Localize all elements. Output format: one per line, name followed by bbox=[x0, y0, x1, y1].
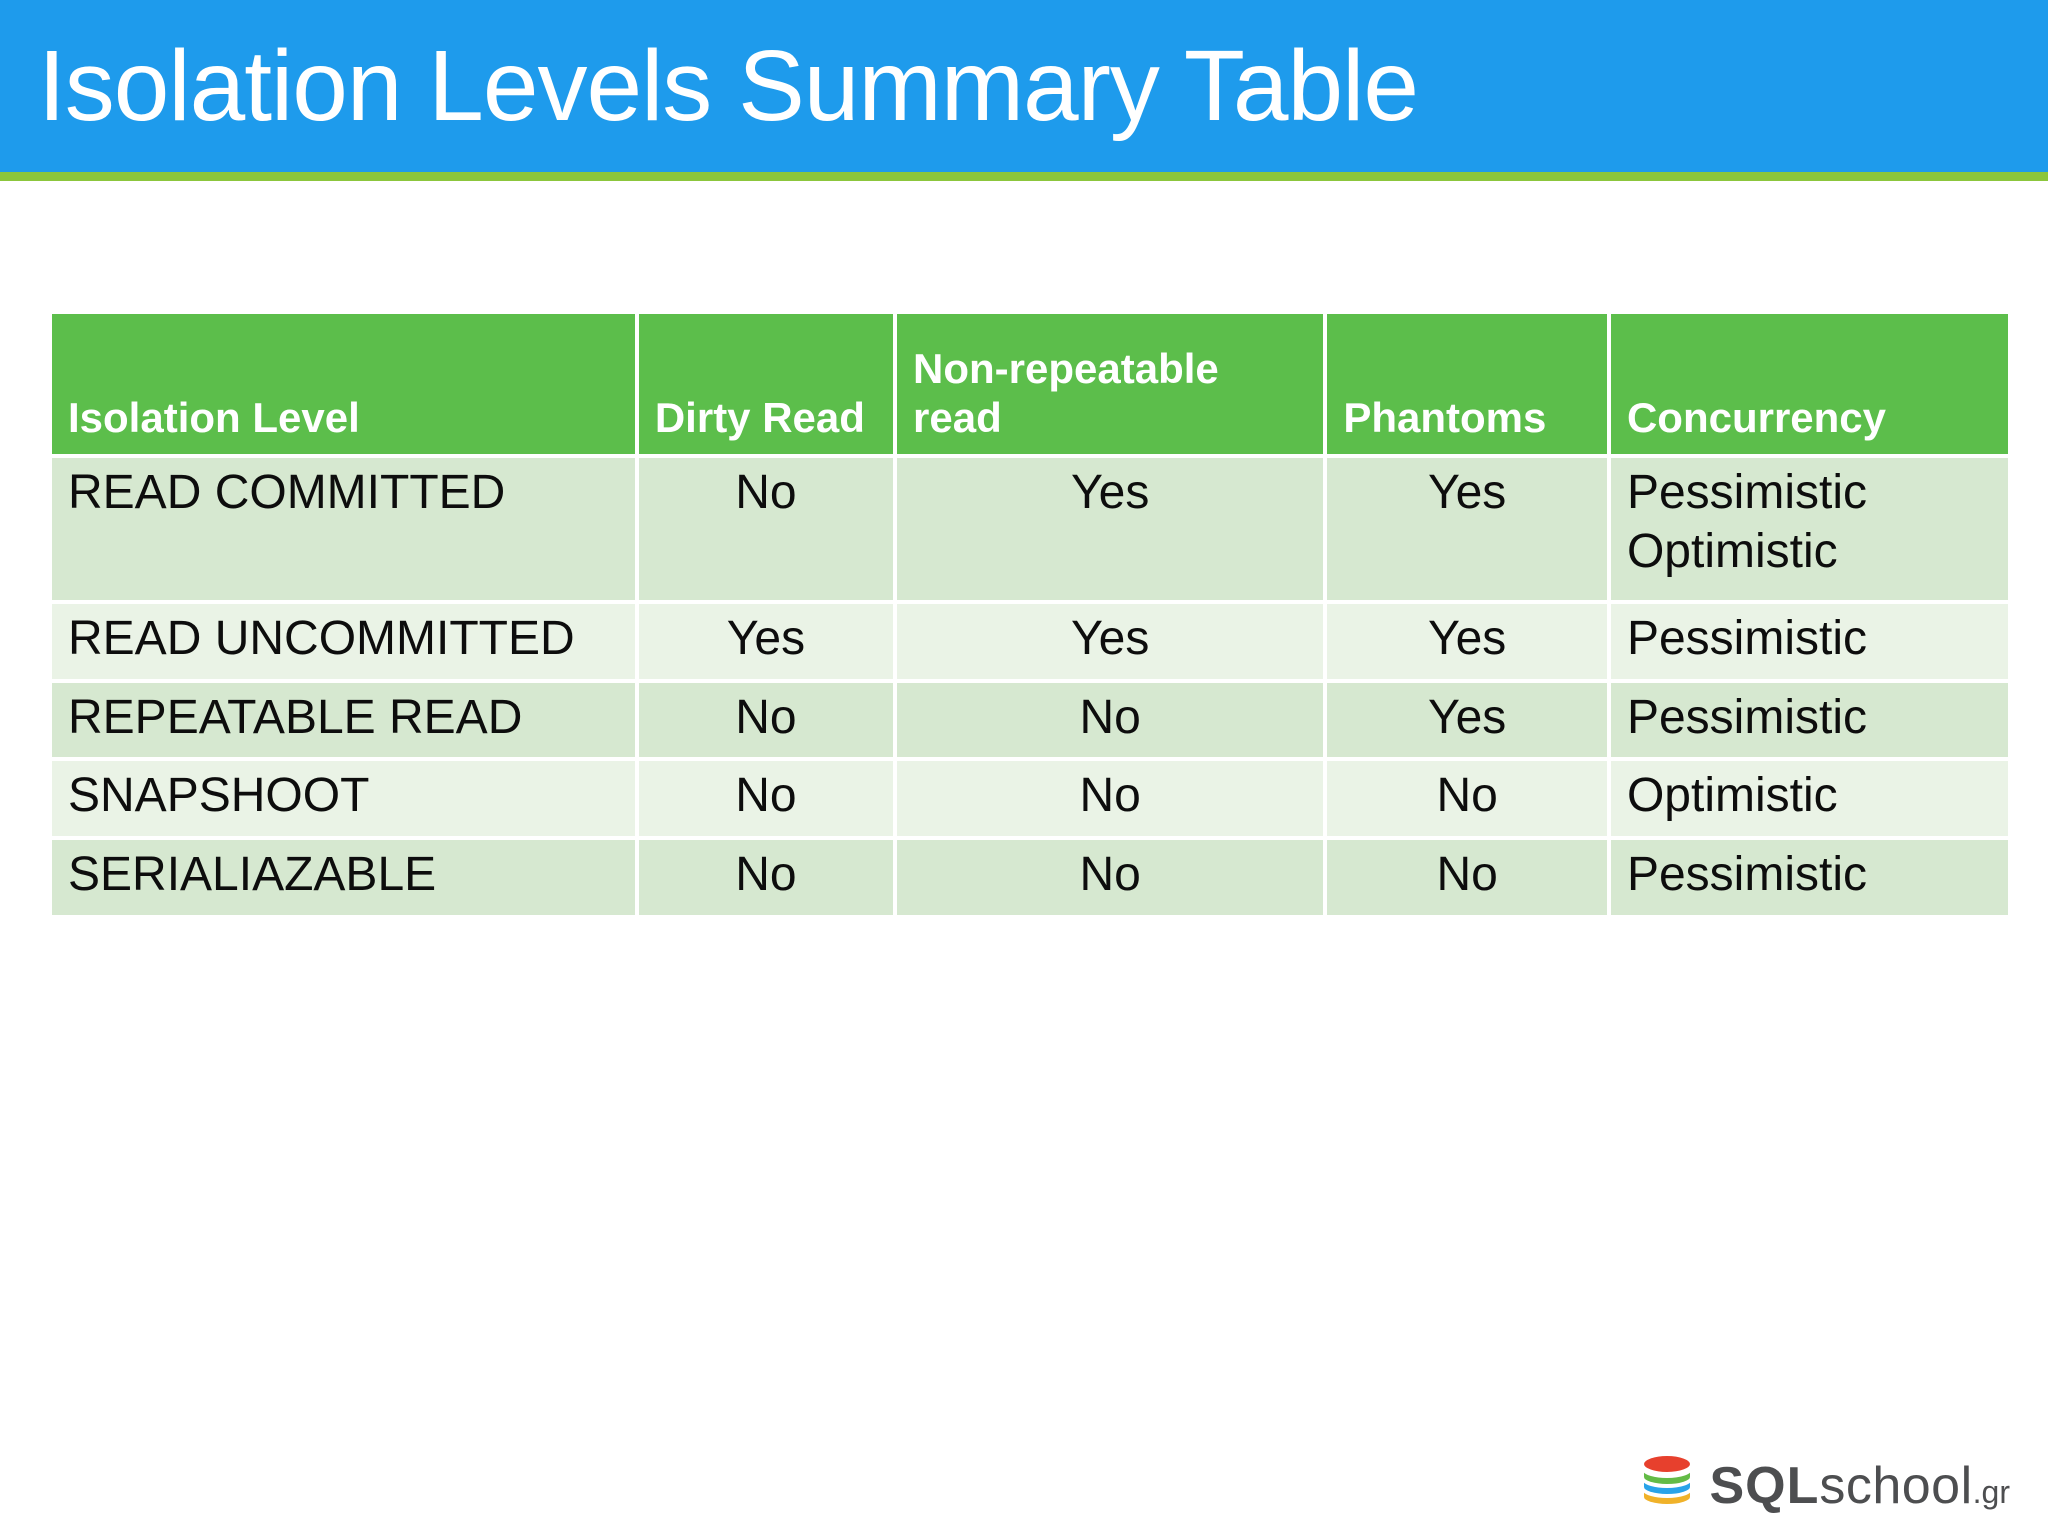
logo-school-text: school bbox=[1819, 1456, 1973, 1515]
page-title: Isolation Levels Summary Table bbox=[38, 29, 1419, 142]
isolation-levels-table: Isolation Level Dirty Read Non-repeatable … bbox=[52, 314, 2008, 915]
cell-read-uncommitted-non-repeatable-read: Yes bbox=[893, 600, 1328, 683]
cell-read-uncommitted-concurrency: Pessimistic bbox=[1606, 600, 2008, 683]
cell-read-uncommitted-dirty-read: Yes bbox=[634, 600, 898, 683]
cell-read-uncommitted-isolation-level: READ UNCOMMITTED bbox=[52, 600, 639, 683]
column-header-phantoms: Phantoms bbox=[1323, 314, 1611, 458]
cell-serialiazable-isolation-level: SERIALIAZABLE bbox=[52, 835, 639, 915]
cell-snapshoot-dirty-read: No bbox=[634, 757, 898, 840]
column-header-isolation-level: Isolation Level bbox=[52, 314, 639, 458]
cell-read-committed-phantoms: Yes bbox=[1323, 454, 1611, 604]
table-row-repeatable-read: REPEATABLE READ No No Yes Pessimistic bbox=[52, 678, 2008, 762]
logo-sql-text: SQL bbox=[1709, 1456, 1820, 1515]
cell-read-committed-concurrency: Pessimistic Optimistic bbox=[1606, 454, 2008, 604]
cell-read-committed-isolation-level: READ COMMITTED bbox=[52, 454, 639, 604]
cell-serialiazable-phantoms: No bbox=[1323, 835, 1611, 915]
cell-repeatable-read-concurrency: Pessimistic bbox=[1606, 678, 2008, 762]
cell-serialiazable-dirty-read: No bbox=[634, 835, 898, 915]
table-row-read-uncommitted: READ UNCOMMITTED Yes Yes Yes Pessimistic bbox=[52, 600, 2008, 683]
cell-serialiazable-non-repeatable-read: No bbox=[893, 835, 1328, 915]
cell-repeatable-read-phantoms: Yes bbox=[1323, 678, 1611, 762]
logo-wordmark: SQL school .gr bbox=[1709, 1460, 2010, 1512]
cell-repeatable-read-dirty-read: No bbox=[634, 678, 898, 762]
column-header-non-repeatable-read: Non-repeatable read bbox=[893, 314, 1328, 458]
cell-read-committed-dirty-read: No bbox=[634, 454, 898, 604]
table-row-serialiazable: SERIALIAZABLE No No No Pessimistic bbox=[52, 835, 2008, 915]
cell-serialiazable-concurrency: Pessimistic bbox=[1606, 835, 2008, 915]
slide-title-bar: Isolation Levels Summary Table bbox=[0, 0, 2048, 172]
table-row-read-committed: READ COMMITTED No Yes Yes Pessimistic Optimi… bbox=[52, 454, 2008, 604]
column-header-concurrency: Concurrency bbox=[1606, 314, 2008, 458]
table-row-snapshoot: SNAPSHOOT No No No Optimistic bbox=[52, 757, 2008, 840]
isolation-levels-table-wrapper: Isolation Level Dirty Read Non-repeatable … bbox=[52, 314, 2008, 915]
cell-snapshoot-isolation-level: SNAPSHOOT bbox=[52, 757, 639, 840]
sqlschool-logo: SQL school .gr bbox=[1635, 1451, 2010, 1520]
cell-repeatable-read-isolation-level: REPEATABLE READ bbox=[52, 678, 639, 762]
cell-snapshoot-concurrency: Optimistic bbox=[1606, 757, 2008, 840]
cell-snapshoot-phantoms: No bbox=[1323, 757, 1611, 840]
title-accent-rule bbox=[0, 172, 2048, 181]
cell-read-committed-non-repeatable-read: Yes bbox=[893, 454, 1328, 604]
cell-snapshoot-non-repeatable-read: No bbox=[893, 757, 1328, 840]
table-header-row: Isolation Level Dirty Read Non-repeatable … bbox=[52, 314, 2008, 458]
header-row: Isolation Level Dirty Read Non-repeatable … bbox=[52, 314, 2008, 458]
cell-read-uncommitted-phantoms: Yes bbox=[1323, 600, 1611, 683]
column-header-dirty-read: Dirty Read bbox=[634, 314, 898, 458]
database-icon bbox=[1635, 1451, 1699, 1520]
table-body: READ COMMITTED No Yes Yes Pessimistic Optimi… bbox=[52, 454, 2008, 915]
cell-repeatable-read-non-repeatable-read: No bbox=[893, 678, 1328, 762]
logo-tld-text: .gr bbox=[1972, 1473, 2010, 1510]
